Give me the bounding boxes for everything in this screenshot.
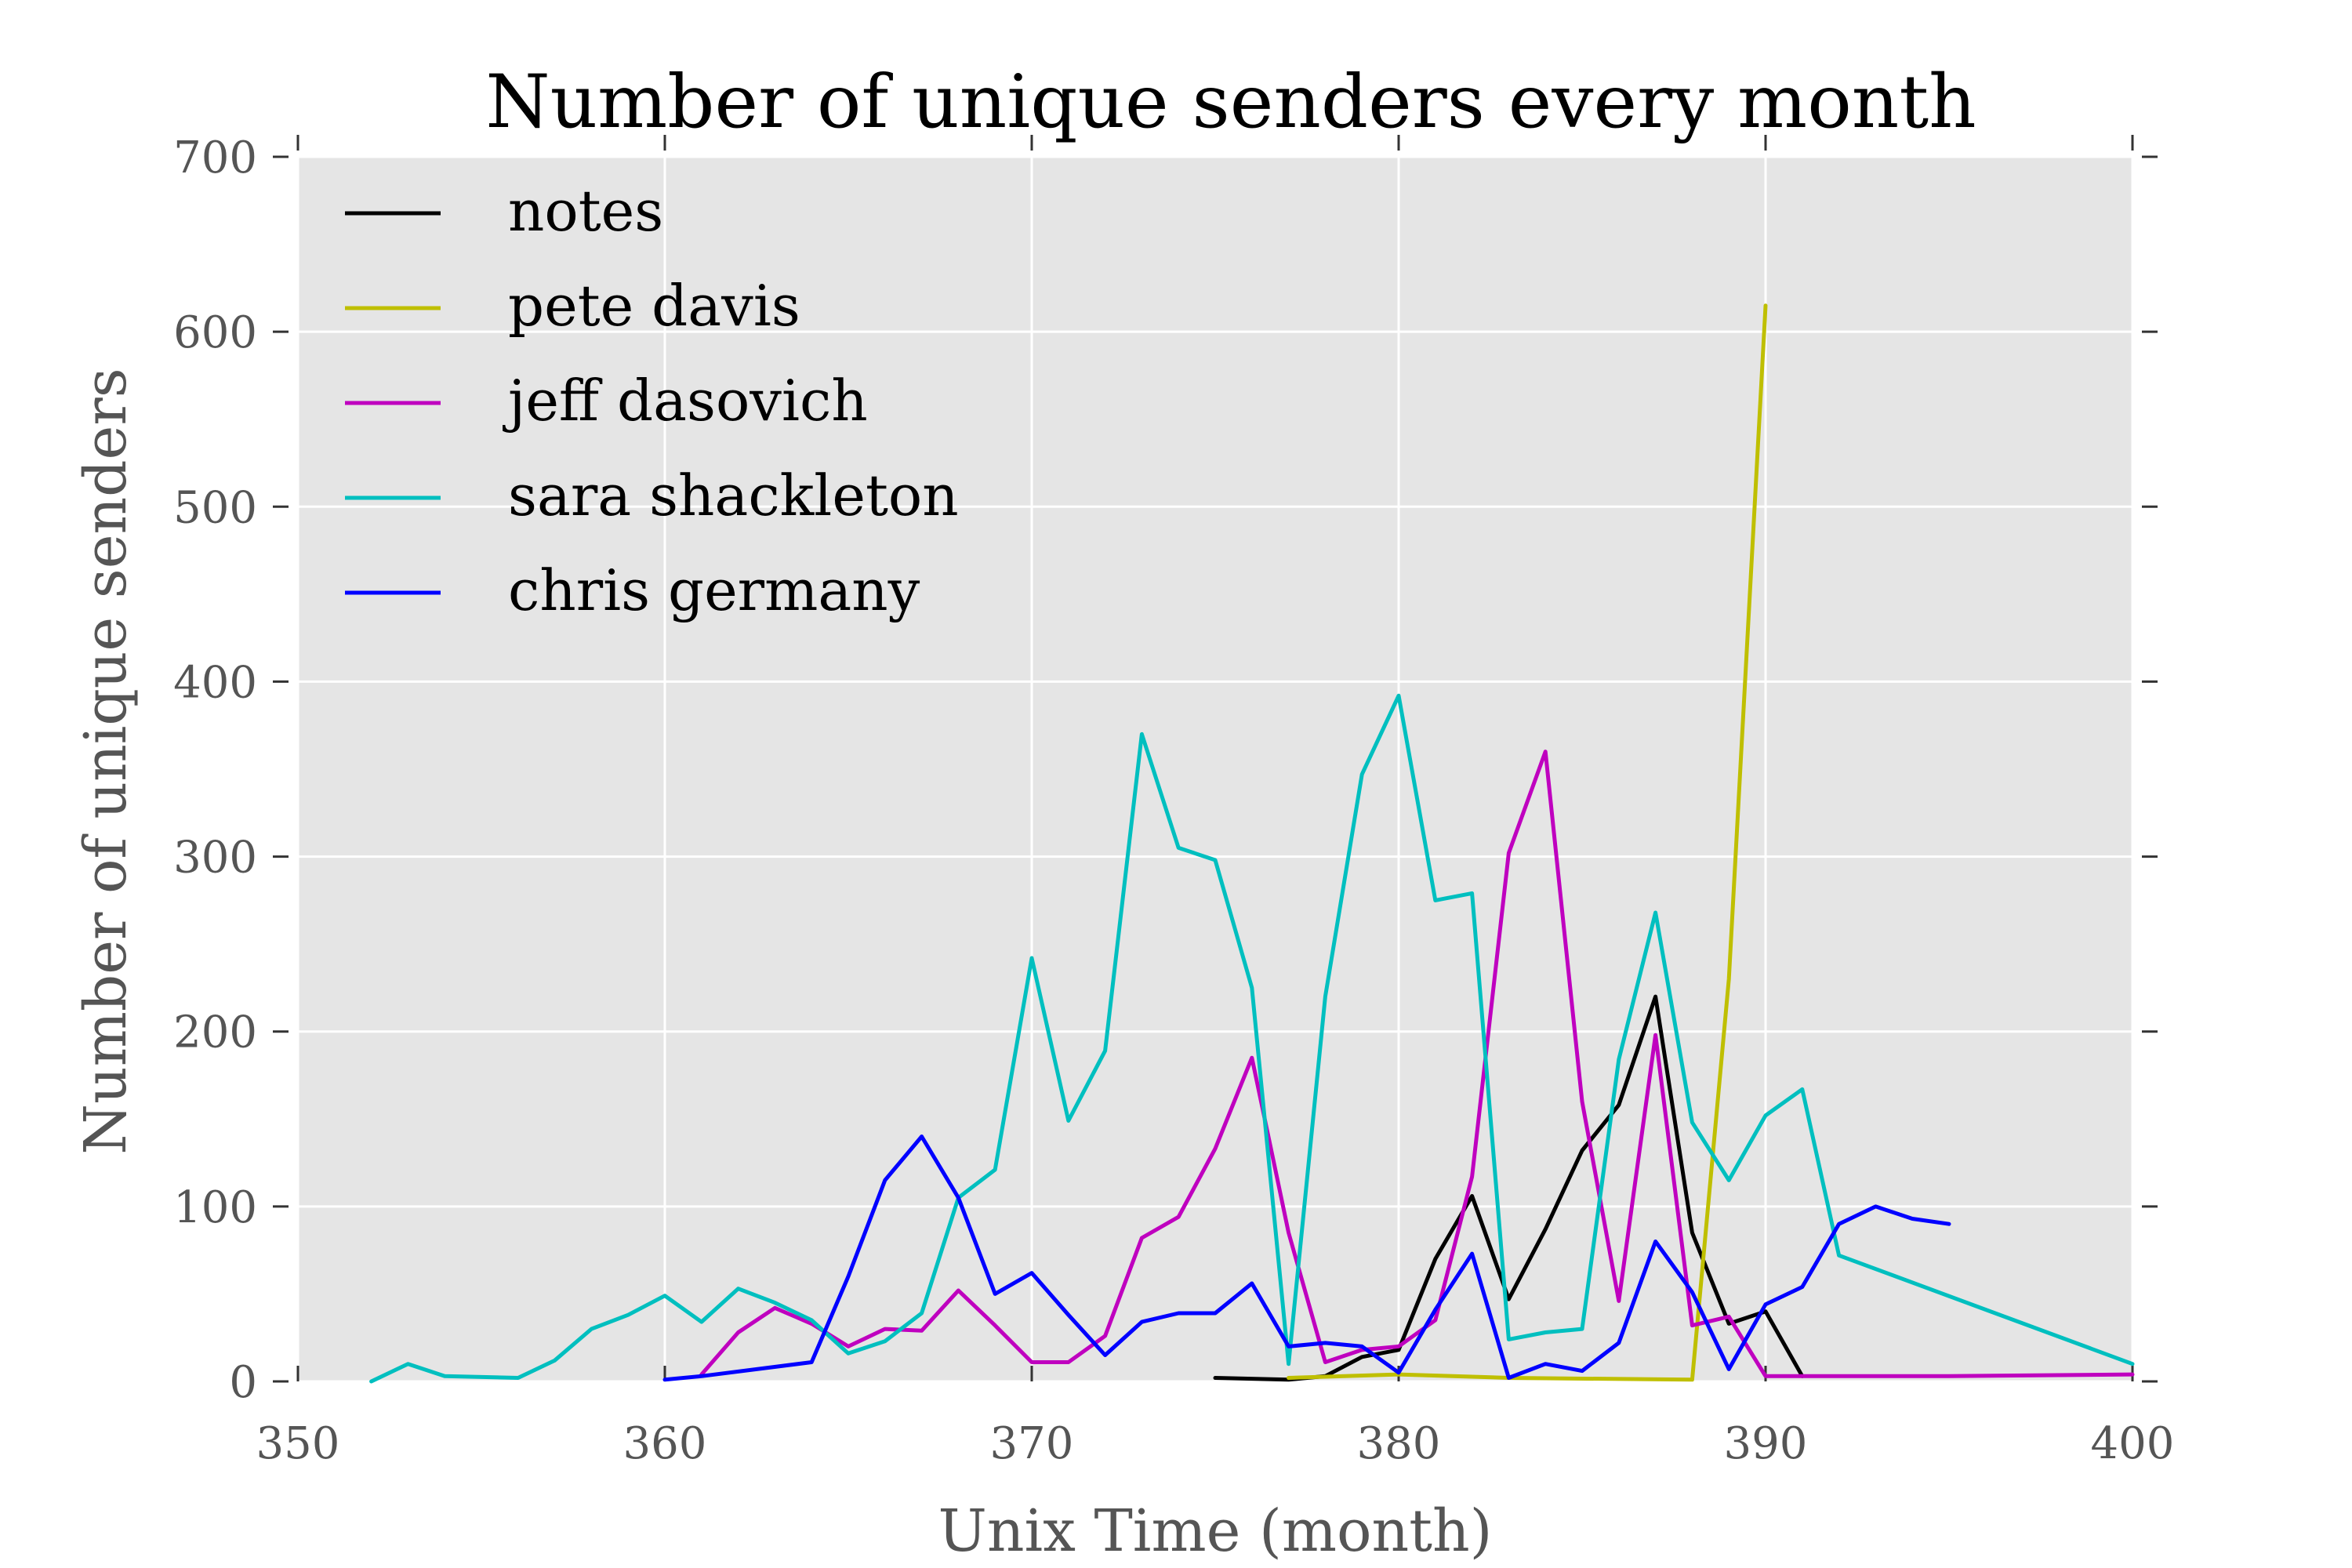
x-axis-label: Unix Time (month) [938, 1497, 1493, 1565]
legend-label-chris-germany: chris germany [508, 557, 920, 623]
series-line-pete-davis [1287, 303, 1768, 1382]
chart-title: Number of unique senders every month [485, 60, 1976, 145]
y-tick-label: 400 [173, 657, 257, 708]
series-lines [369, 303, 2135, 1384]
x-tick-label: 390 [1724, 1418, 1808, 1469]
y-axis-label: Number of unique senders [72, 368, 140, 1154]
legend-label-jeff-dasovich: jeff dasovich [503, 368, 868, 434]
y-tick-label: 100 [173, 1182, 257, 1233]
legend-label-notes: notes [508, 178, 663, 244]
series-line-chris-germany [662, 1134, 1951, 1382]
x-tick-label: 380 [1357, 1418, 1441, 1469]
series-line-notes [1213, 994, 1805, 1382]
series-line-jeff-dasovich [699, 750, 2135, 1378]
grid-lines [296, 155, 2134, 1383]
plot-background [298, 157, 2132, 1381]
x-tick-label: 370 [990, 1418, 1074, 1469]
x-tick-label: 350 [256, 1418, 340, 1469]
x-tick-label: 400 [2091, 1418, 2175, 1469]
y-tick-label: 500 [173, 482, 257, 533]
legend-label-sara-shackleton: sara shackleton [508, 463, 959, 528]
legend: notes pete davis jeff dasovich sara shackle… [345, 178, 959, 623]
x-tick-labels: 350 360 370 380 390 400 [256, 1418, 2175, 1469]
y-tick-label: 200 [173, 1007, 257, 1058]
y-tick-label: 700 [173, 132, 257, 183]
legend-label-pete-davis: pete davis [508, 273, 800, 339]
y-tick-label: 300 [173, 833, 257, 884]
y-tick-label: 600 [173, 307, 257, 358]
y-tick-label: 0 [229, 1357, 257, 1408]
x-tick-label: 360 [623, 1418, 707, 1469]
series-line-sara-shackleton [369, 693, 2135, 1384]
y-tick-labels: 0 100 200 300 400 500 600 700 [173, 132, 257, 1408]
